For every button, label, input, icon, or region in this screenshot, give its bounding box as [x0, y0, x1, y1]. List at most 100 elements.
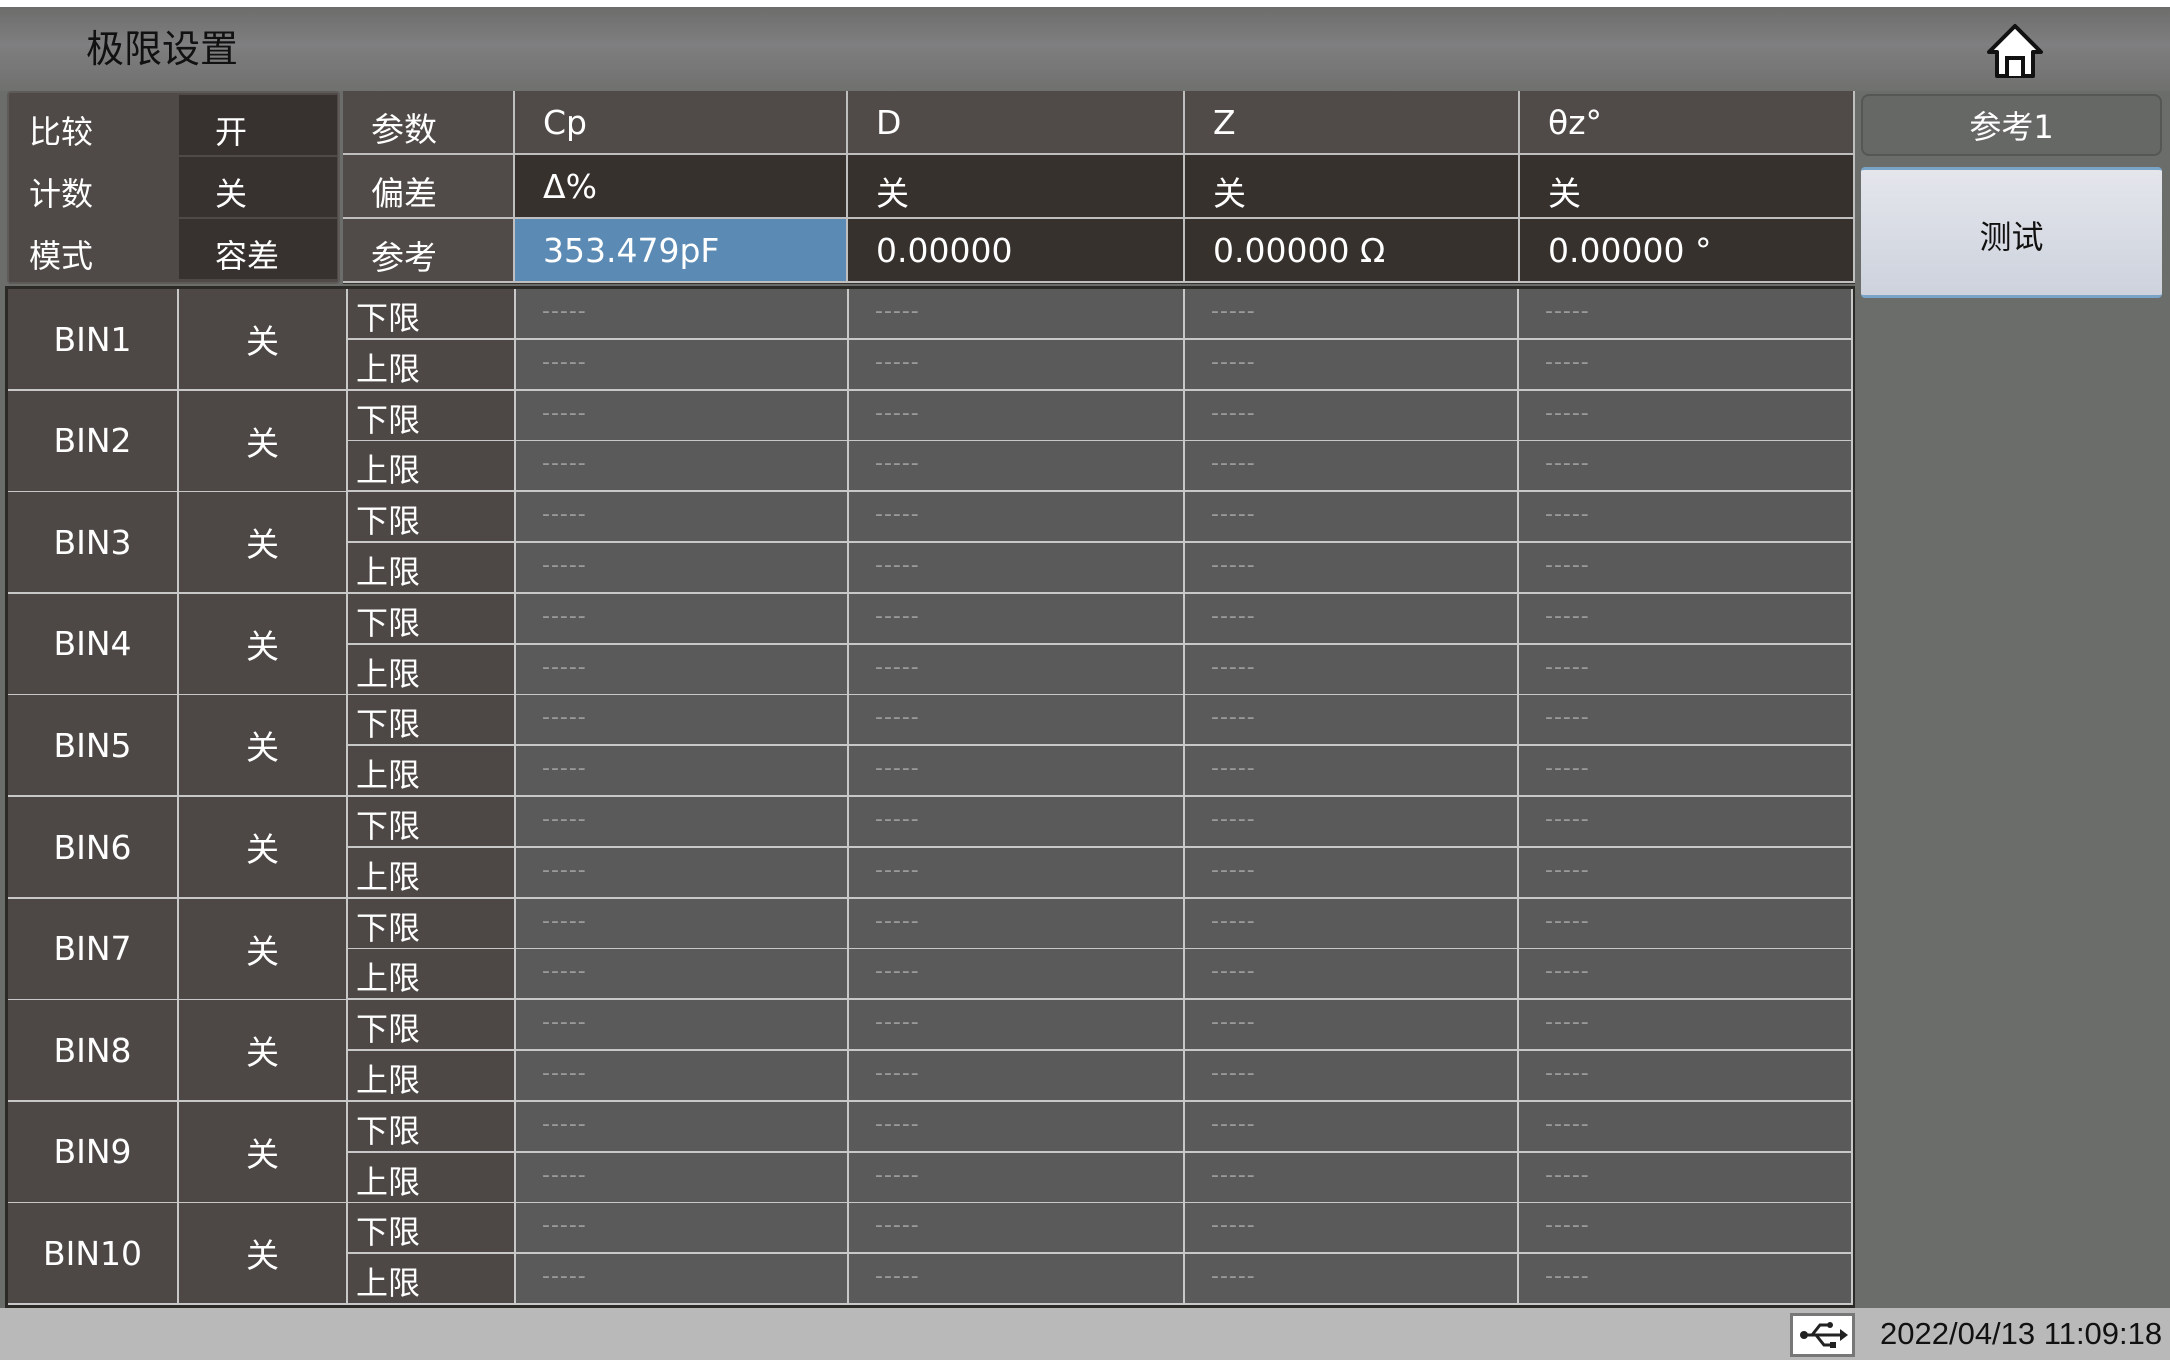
- bin-lower-limit-cell[interactable]: -----: [1519, 797, 1853, 848]
- home-icon[interactable]: [1985, 22, 2045, 80]
- bin-state-toggle[interactable]: 关: [179, 1101, 348, 1204]
- bin-lower-limit-cell[interactable]: -----: [516, 390, 849, 442]
- bin-upper-limit-cell[interactable]: -----: [1185, 1254, 1519, 1306]
- bin-lower-limit-cell[interactable]: -----: [849, 695, 1185, 747]
- bin-state-toggle[interactable]: 关: [179, 492, 348, 595]
- bin-lower-limit-cell[interactable]: -----: [516, 1000, 849, 1052]
- summary-value[interactable]: 关: [179, 157, 337, 217]
- bin-lower-limit-cell[interactable]: -----: [1519, 593, 1853, 645]
- bin-lower-limit-cell[interactable]: -----: [1519, 1203, 1853, 1255]
- bin-upper-limit-cell[interactable]: -----: [849, 949, 1185, 1001]
- bin-lower-limit-cell[interactable]: -----: [1185, 695, 1519, 747]
- param-deviation-cell[interactable]: Δ%: [515, 155, 848, 219]
- bin-lower-limit-cell[interactable]: -----: [1185, 797, 1519, 848]
- bin-lower-limit-cell[interactable]: -----: [516, 695, 849, 747]
- bin-upper-limit-cell[interactable]: -----: [1519, 746, 1853, 798]
- bin-upper-limit-cell[interactable]: -----: [516, 1152, 849, 1204]
- bin-state-toggle[interactable]: 关: [179, 390, 348, 493]
- bin-lower-limit-cell[interactable]: -----: [516, 289, 849, 340]
- bin-upper-limit-cell[interactable]: -----: [1519, 1051, 1853, 1102]
- bin-lower-limit-cell[interactable]: -----: [1185, 1000, 1519, 1052]
- bin-lower-limit-cell[interactable]: -----: [1185, 1203, 1519, 1255]
- bin-upper-limit-cell[interactable]: -----: [516, 339, 849, 391]
- bin-upper-limit-cell[interactable]: -----: [516, 441, 849, 493]
- bin-upper-limit-cell[interactable]: -----: [1185, 949, 1519, 1001]
- bin-upper-limit-cell[interactable]: -----: [1185, 441, 1519, 493]
- bin-lower-limit-cell[interactable]: -----: [516, 593, 849, 645]
- bin-lower-limit-cell[interactable]: -----: [1185, 390, 1519, 442]
- summary-value[interactable]: 开: [179, 95, 337, 155]
- bin-upper-limit-cell[interactable]: -----: [516, 1254, 849, 1306]
- bin-lower-limit-cell[interactable]: -----: [849, 797, 1185, 848]
- bin-state-toggle[interactable]: 关: [179, 797, 348, 899]
- bin-upper-limit-cell[interactable]: -----: [1185, 339, 1519, 391]
- bin-lower-limit-cell[interactable]: -----: [516, 1203, 849, 1255]
- bin-upper-limit-cell[interactable]: -----: [1519, 949, 1853, 1001]
- bin-upper-limit-cell[interactable]: -----: [849, 1051, 1185, 1102]
- bin-lower-limit-cell[interactable]: -----: [516, 1101, 849, 1153]
- bin-lower-limit-cell[interactable]: -----: [849, 1203, 1185, 1255]
- bin-upper-limit-cell[interactable]: -----: [1185, 1051, 1519, 1102]
- bin-upper-limit-cell[interactable]: -----: [1185, 847, 1519, 899]
- bin-lower-limit-cell[interactable]: -----: [516, 797, 849, 848]
- bin-lower-limit-cell[interactable]: -----: [1519, 289, 1853, 340]
- bin-lower-limit-cell[interactable]: -----: [849, 492, 1185, 544]
- bin-upper-limit-cell[interactable]: -----: [849, 441, 1185, 493]
- bin-state-toggle[interactable]: 关: [179, 1203, 348, 1306]
- bin-lower-limit-cell[interactable]: -----: [849, 1101, 1185, 1153]
- bin-lower-limit-cell[interactable]: -----: [849, 593, 1185, 645]
- param-deviation-cell[interactable]: 关: [1185, 155, 1520, 219]
- bin-upper-limit-cell[interactable]: -----: [1519, 339, 1853, 391]
- bin-lower-limit-cell[interactable]: -----: [849, 898, 1185, 950]
- param-reference-cell[interactable]: 353.479pF: [515, 219, 848, 283]
- bin-lower-limit-cell[interactable]: -----: [849, 289, 1185, 340]
- bin-upper-limit-cell[interactable]: -----: [516, 746, 849, 798]
- bin-upper-limit-cell[interactable]: -----: [1519, 644, 1853, 696]
- bin-lower-limit-cell[interactable]: -----: [849, 1000, 1185, 1052]
- bin-state-toggle[interactable]: 关: [179, 593, 348, 696]
- bin-upper-limit-cell[interactable]: -----: [1519, 1254, 1853, 1306]
- bin-upper-limit-cell[interactable]: -----: [849, 746, 1185, 798]
- bin-upper-limit-cell[interactable]: -----: [849, 1254, 1185, 1306]
- param-deviation-cell[interactable]: 关: [1520, 155, 1855, 219]
- bin-upper-limit-cell[interactable]: -----: [849, 644, 1185, 696]
- bin-lower-limit-cell[interactable]: -----: [1519, 695, 1853, 747]
- bin-lower-limit-cell[interactable]: -----: [1185, 593, 1519, 645]
- summary-value[interactable]: 容差: [179, 219, 337, 279]
- bin-upper-limit-cell[interactable]: -----: [1519, 1152, 1853, 1204]
- bin-upper-limit-cell[interactable]: -----: [849, 1152, 1185, 1204]
- param-reference-cell[interactable]: 0.00000: [848, 219, 1185, 283]
- bin-lower-limit-cell[interactable]: -----: [1185, 898, 1519, 950]
- bin-upper-limit-cell[interactable]: -----: [516, 1051, 849, 1102]
- bin-state-toggle[interactable]: 关: [179, 695, 348, 798]
- bin-upper-limit-cell[interactable]: -----: [1185, 1152, 1519, 1204]
- bin-state-toggle[interactable]: 关: [179, 1000, 348, 1103]
- param-reference-cell[interactable]: 0.00000 °: [1520, 219, 1855, 283]
- test-button[interactable]: 测试: [1861, 167, 2162, 298]
- bin-upper-limit-cell[interactable]: -----: [1519, 847, 1853, 899]
- bin-upper-limit-cell[interactable]: -----: [849, 847, 1185, 899]
- bin-lower-limit-cell[interactable]: -----: [516, 898, 849, 950]
- bin-upper-limit-cell[interactable]: -----: [1519, 441, 1853, 493]
- bin-lower-limit-cell[interactable]: -----: [1519, 492, 1853, 544]
- bin-lower-limit-cell[interactable]: -----: [1519, 1000, 1853, 1052]
- param-deviation-cell[interactable]: 关: [848, 155, 1185, 219]
- bin-lower-limit-cell[interactable]: -----: [1519, 390, 1853, 442]
- bin-lower-limit-cell[interactable]: -----: [1519, 898, 1853, 950]
- bin-lower-limit-cell[interactable]: -----: [1185, 289, 1519, 340]
- bin-state-toggle[interactable]: 关: [179, 289, 348, 391]
- bin-state-toggle[interactable]: 关: [179, 898, 348, 1001]
- bin-upper-limit-cell[interactable]: -----: [849, 543, 1185, 594]
- bin-lower-limit-cell[interactable]: -----: [516, 492, 849, 544]
- bin-upper-limit-cell[interactable]: -----: [516, 644, 849, 696]
- bin-upper-limit-cell[interactable]: -----: [516, 543, 849, 594]
- reference-1-button[interactable]: 参考1: [1861, 94, 2162, 156]
- bin-upper-limit-cell[interactable]: -----: [1185, 543, 1519, 594]
- bin-lower-limit-cell[interactable]: -----: [1185, 1101, 1519, 1153]
- bin-lower-limit-cell[interactable]: -----: [1519, 1101, 1853, 1153]
- bin-upper-limit-cell[interactable]: -----: [1519, 543, 1853, 594]
- bin-upper-limit-cell[interactable]: -----: [849, 339, 1185, 391]
- bin-upper-limit-cell[interactable]: -----: [516, 949, 849, 1001]
- bin-lower-limit-cell[interactable]: -----: [1185, 492, 1519, 544]
- bin-upper-limit-cell[interactable]: -----: [1185, 746, 1519, 798]
